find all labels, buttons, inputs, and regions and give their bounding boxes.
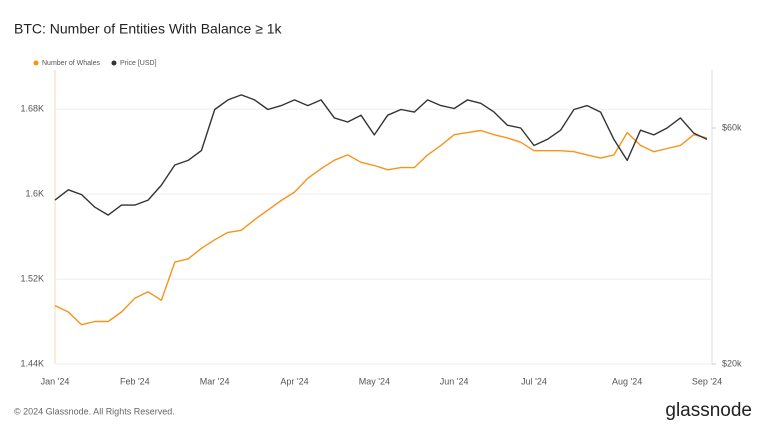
legend-label: Price [USD]	[120, 60, 157, 67]
y2-tick-label: $60k	[722, 122, 742, 132]
x-tick-label: Mar '24	[200, 376, 230, 386]
y-tick-label: 1.44K	[20, 358, 44, 368]
y-tick-label: 1.52K	[20, 273, 44, 283]
x-tick-label: Sep '24	[692, 376, 722, 386]
x-tick-label: Jan '24	[41, 376, 70, 386]
legend-marker	[33, 60, 39, 66]
y-tick-label: 1.68K	[20, 104, 44, 114]
series-line	[54, 94, 708, 216]
x-tick-label: Aug '24	[612, 376, 642, 386]
x-tick-label: Apr '24	[280, 376, 308, 386]
x-tick-label: May '24	[359, 376, 390, 386]
footer: © 2024 Glassnode. All Rights Reserved.	[14, 406, 175, 416]
logo: glassnode	[665, 400, 752, 421]
legend-marker	[111, 60, 117, 66]
y2-tick-label: $20k	[722, 358, 742, 368]
x-tick-label: Jun '24	[440, 376, 469, 386]
legend-label: Number of Whales	[42, 60, 100, 67]
y-tick-label: 1.6K	[25, 189, 44, 199]
chart-title: BTC: Number of Entities With Balance ≥ 1…	[14, 21, 283, 37]
x-tick-label: Feb '24	[120, 376, 150, 386]
series-line	[54, 129, 708, 326]
x-tick-label: Jul '24	[521, 376, 547, 386]
